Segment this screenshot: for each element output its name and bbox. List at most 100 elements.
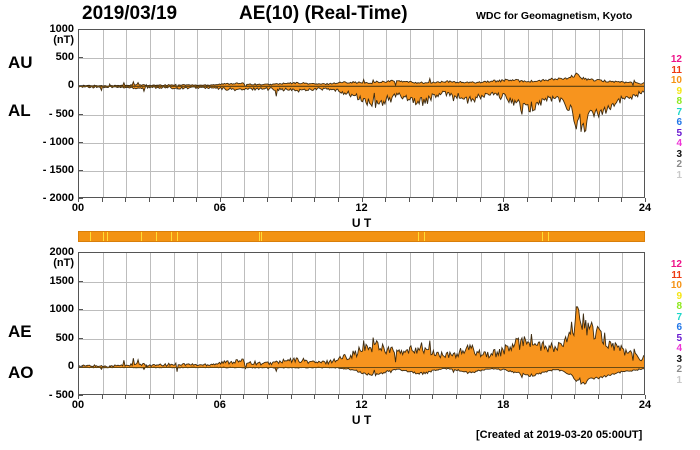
- x-axis-tick-mark: [219, 395, 221, 399]
- grid-line-vertical: [552, 30, 553, 197]
- series-path-ao: [79, 365, 644, 385]
- grid-line-vertical: [433, 253, 434, 394]
- grid-line-vertical: [457, 253, 458, 394]
- panel-au-al: 1000 500 0 - 500 - 1000 - 1500 - 2000 (nT) 00 06 1…: [8, 23, 682, 230]
- availability-tick: [261, 232, 263, 241]
- availability-tick: [141, 232, 143, 241]
- y-axis-tick-label: 0: [67, 360, 74, 373]
- x-axis-tick-label: 12: [355, 399, 368, 411]
- x-axis-tick-label: 00: [71, 399, 85, 411]
- activity-color-scale-bottom: 12 11 10 9 8 7 6 5 4 3 2 1: [658, 260, 682, 390]
- color-scale-level-2: 2: [676, 364, 682, 375]
- grid-line-horizontal: [79, 143, 644, 144]
- availability-tick: [177, 232, 179, 241]
- x-axis-tick-mark: [290, 395, 292, 399]
- grid-line-vertical: [292, 30, 293, 197]
- x-axis-tick-mark: [408, 395, 410, 399]
- x-axis-tick-mark: [408, 198, 410, 202]
- series-label-ae: AE: [8, 322, 32, 342]
- x-axis-tick-label: 24: [638, 202, 652, 214]
- x-axis-tick-mark: [337, 395, 339, 399]
- x-axis-tick-mark: [503, 198, 505, 202]
- grid-line-vertical: [504, 253, 505, 394]
- x-axis-tick-mark: [267, 198, 268, 202]
- y-axis-tick-label: 500: [55, 331, 74, 344]
- grid-line-vertical: [221, 253, 222, 394]
- grid-line-vertical: [126, 253, 127, 394]
- zero-baseline: [79, 367, 644, 368]
- x-axis-tick-mark: [574, 198, 576, 202]
- color-scale-level-3: 3: [676, 353, 682, 365]
- x-axis-tick-mark: [503, 395, 505, 399]
- y-axis-tick-mark: [78, 309, 83, 311]
- x-axis-tick-mark: [172, 198, 174, 202]
- color-scale-level-2: 2: [676, 159, 682, 170]
- x-axis-tick-mark: [78, 198, 79, 202]
- x-axis-tick-label: 24: [638, 399, 652, 411]
- x-axis-tick-mark: [574, 395, 576, 399]
- grid-line-vertical: [268, 253, 269, 394]
- color-scale-level-5: 5: [676, 332, 682, 344]
- x-axis-tick-mark: [148, 395, 150, 399]
- availability-tick: [106, 232, 108, 241]
- x-axis-tick-mark: [125, 395, 127, 399]
- grid-line-vertical: [410, 30, 411, 197]
- grid-line-vertical: [528, 30, 529, 197]
- x-axis-tick-mark: [172, 395, 174, 399]
- color-scale-level-7: 7: [676, 106, 682, 118]
- grid-line-vertical: [481, 30, 482, 197]
- grid-line-horizontal: [79, 310, 644, 311]
- color-scale-level-4: 4: [676, 138, 682, 149]
- y-axis-unit-label: (nT): [53, 257, 74, 269]
- attribution-label: WDC for Geomagnetism, Kyoto: [476, 10, 633, 22]
- availability-tick: [90, 232, 92, 241]
- waveform-top: [79, 72, 644, 133]
- x-axis-tick-label: 06: [213, 399, 226, 411]
- x-axis-tick-label: 12: [355, 202, 368, 214]
- grid-line-vertical: [386, 253, 387, 394]
- x-axis-tick-mark: [597, 395, 599, 399]
- x-axis-tick-mark: [314, 198, 316, 202]
- x-axis-tick-mark: [243, 395, 245, 399]
- availability-tick: [547, 232, 549, 241]
- color-scale-level-5: 5: [676, 127, 682, 139]
- grid-line-vertical: [174, 30, 175, 197]
- y-axis-tick-mark: [78, 252, 83, 253]
- chart-date: 2019/03/19: [82, 3, 178, 24]
- x-axis-label: U T: [351, 413, 372, 427]
- grid-line-vertical: [433, 30, 434, 197]
- grid-line-horizontal: [79, 115, 644, 116]
- color-scale-level-11: 11: [671, 269, 682, 281]
- series-label-au: AU: [8, 52, 33, 72]
- color-scale-level-6: 6: [676, 322, 682, 333]
- grid-line-vertical: [244, 30, 245, 197]
- y-axis-tick-mark: [78, 113, 83, 115]
- grid-line-vertical: [339, 253, 340, 394]
- y-axis-tick-mark: [78, 366, 83, 368]
- color-scale-level-6: 6: [676, 117, 682, 128]
- x-axis-tick-mark: [219, 198, 221, 202]
- availability-tick: [103, 232, 105, 241]
- grid-line-vertical: [315, 30, 316, 197]
- color-scale-level-9: 9: [676, 85, 682, 97]
- x-axis-tick-mark: [78, 395, 79, 399]
- y-axis-tick-label: 1000: [49, 23, 74, 35]
- series-path-au: [79, 72, 644, 91]
- activity-color-scale-top: 12 11 10 9 8 7 6 5 4 3 2 1: [658, 55, 682, 185]
- color-scale-level-10: 10: [670, 75, 682, 86]
- y-axis-tick-mark: [78, 85, 83, 87]
- availability-tick: [170, 232, 172, 241]
- grid-line-vertical: [599, 253, 600, 394]
- x-axis-tick-label: 00: [71, 202, 85, 214]
- color-scale-level-1: 1: [676, 169, 682, 181]
- x-axis-tick-mark: [621, 395, 623, 399]
- x-axis-tick-mark: [456, 395, 457, 399]
- y-axis-tick-label: - 500: [48, 389, 74, 401]
- color-scale-level-8: 8: [676, 96, 682, 107]
- x-axis-label: U T: [351, 216, 372, 230]
- color-scale-level-12: 12: [670, 259, 682, 270]
- color-scale-level-8: 8: [676, 301, 682, 312]
- series-label-al: AL: [8, 100, 31, 120]
- x-axis-tick-mark: [597, 198, 599, 202]
